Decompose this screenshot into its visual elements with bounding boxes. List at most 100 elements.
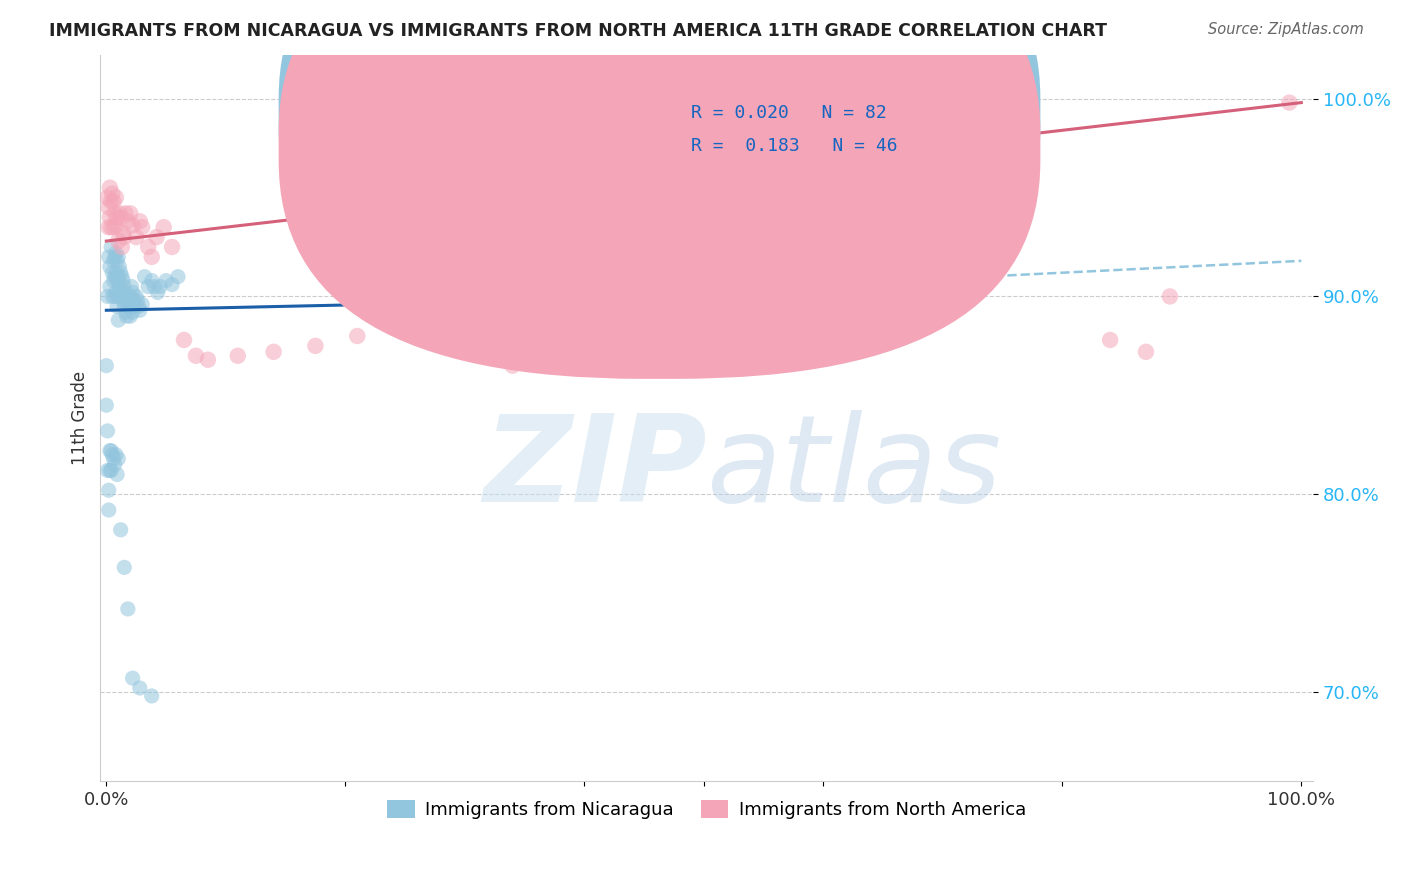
Point: [128, 303, 150, 318]
Point: [128, 214, 150, 228]
Point: [141, 274, 163, 288]
Point: [155, 274, 177, 288]
Point: [146, 285, 169, 300]
Point: [100, 194, 122, 209]
Point: [226, 349, 249, 363]
Point: [104, 269, 127, 284]
Point: [117, 295, 139, 310]
Point: [103, 194, 125, 209]
Point: [98, 443, 121, 458]
Point: [152, 220, 174, 235]
Text: ZIP: ZIP: [484, 410, 707, 527]
Point: [105, 274, 128, 288]
Point: [145, 230, 167, 244]
Point: [98, 463, 121, 477]
Point: [110, 523, 132, 537]
Point: [107, 269, 129, 284]
Point: [97, 483, 120, 498]
Point: [125, 289, 148, 303]
Point: [114, 206, 136, 220]
Point: [100, 443, 122, 458]
Point: [263, 344, 285, 359]
Point: [111, 269, 134, 284]
Point: [104, 250, 127, 264]
Point: [96, 398, 118, 412]
Point: [131, 220, 153, 235]
Point: [104, 448, 127, 462]
Point: [104, 289, 127, 303]
Point: [96, 359, 118, 373]
Point: [118, 299, 141, 313]
Point: [112, 560, 135, 574]
Point: [136, 240, 159, 254]
Point: [112, 279, 135, 293]
Text: R = 0.020   N = 82: R = 0.020 N = 82: [690, 104, 887, 122]
Point: [117, 602, 139, 616]
Point: [98, 211, 121, 225]
Point: [114, 285, 136, 300]
Point: [104, 219, 127, 233]
Text: atlas: atlas: [707, 410, 1002, 527]
Point: [160, 277, 183, 292]
Point: [125, 230, 148, 244]
Point: [96, 289, 118, 303]
Point: [111, 240, 134, 254]
Point: [110, 266, 132, 280]
Point: [1159, 289, 1181, 303]
Point: [141, 250, 163, 264]
Point: [128, 681, 150, 695]
Point: [104, 285, 127, 300]
Point: [101, 266, 124, 280]
FancyBboxPatch shape: [278, 0, 1040, 379]
Point: [96, 190, 118, 204]
Point: [131, 297, 153, 311]
Point: [101, 289, 124, 303]
Point: [502, 359, 524, 373]
Point: [107, 313, 129, 327]
Text: Source: ZipAtlas.com: Source: ZipAtlas.com: [1208, 22, 1364, 37]
Point: [100, 463, 122, 477]
Point: [128, 299, 150, 313]
Point: [111, 289, 134, 303]
Point: [304, 339, 326, 353]
Point: [1278, 95, 1301, 110]
Point: [120, 309, 142, 323]
Point: [107, 451, 129, 466]
Point: [1099, 333, 1122, 347]
Point: [100, 240, 122, 254]
Point: [197, 352, 219, 367]
Point: [110, 211, 132, 225]
Point: [107, 250, 129, 264]
Point: [406, 325, 429, 339]
Point: [105, 211, 128, 225]
Point: [173, 333, 195, 347]
Point: [101, 448, 124, 462]
Point: [112, 299, 135, 313]
Point: [97, 503, 120, 517]
Point: [124, 299, 146, 313]
Point: [110, 285, 132, 300]
Point: [105, 299, 128, 313]
Point: [108, 279, 131, 293]
Point: [104, 266, 127, 280]
Point: [112, 293, 135, 308]
Point: [103, 253, 125, 268]
Point: [104, 206, 127, 220]
Point: [121, 671, 143, 685]
Point: [122, 293, 145, 308]
Point: [121, 219, 143, 233]
Point: [96, 424, 118, 438]
Point: [149, 279, 172, 293]
Point: [98, 260, 121, 274]
Point: [107, 289, 129, 303]
Point: [136, 279, 159, 293]
FancyBboxPatch shape: [621, 84, 962, 175]
Point: [112, 274, 135, 288]
Point: [134, 269, 156, 284]
Point: [120, 299, 142, 313]
Point: [108, 206, 131, 220]
Point: [160, 240, 183, 254]
Point: [346, 329, 368, 343]
Point: [115, 289, 138, 303]
Point: [108, 260, 131, 274]
